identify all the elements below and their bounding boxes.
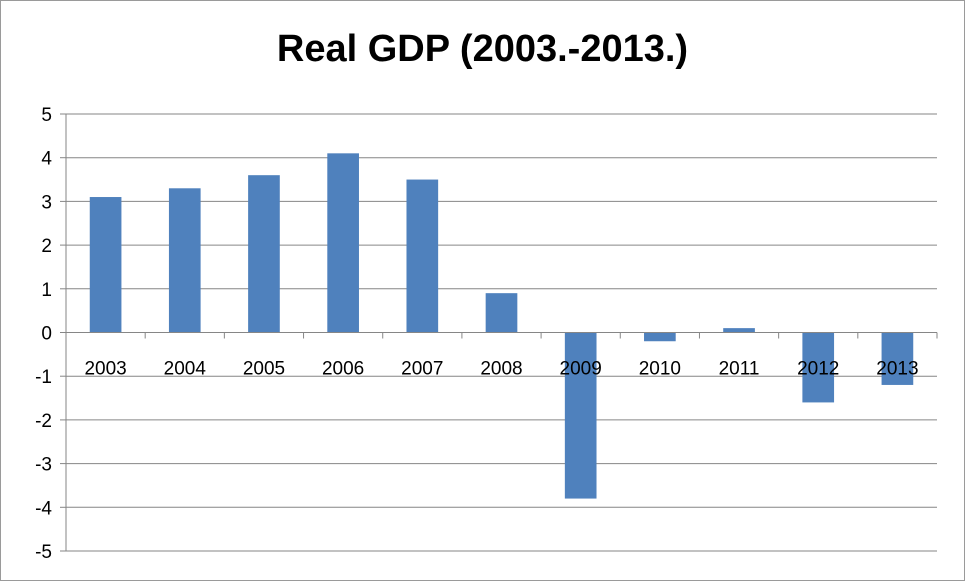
x-tick-label: 2003 <box>84 359 126 380</box>
y-tick-label: -5 <box>35 542 52 563</box>
x-tick-label: 2005 <box>243 359 285 380</box>
x-tick-label: 2010 <box>639 359 681 380</box>
y-tick-label: 4 <box>41 149 52 170</box>
x-tick-label: 2006 <box>322 359 364 380</box>
bar-2011 <box>723 328 755 333</box>
x-tick-label: 2011 <box>719 359 760 380</box>
bar-2006 <box>327 153 359 333</box>
y-tick-label: 1 <box>41 280 52 301</box>
y-tick-label: -3 <box>35 455 52 476</box>
y-tick-label: 3 <box>41 192 52 213</box>
bar-2008 <box>485 293 518 333</box>
bar-2012 <box>802 332 835 403</box>
x-tick-labels: 2003 2004 2005 2006 2007 2008 2009 2010 2011 2012… <box>84 359 918 380</box>
bar-2007 <box>406 179 439 333</box>
y-tick-label: -1 <box>35 367 52 388</box>
gridlines <box>66 113 937 552</box>
y-tick-label: 2 <box>41 236 52 257</box>
y-tick-label: 0 <box>41 324 52 345</box>
x-tick-label: 2012 <box>797 359 839 380</box>
bar-2010 <box>644 332 676 342</box>
x-tick-label: 2013 <box>876 359 918 380</box>
bar-2005 <box>248 175 280 333</box>
bar-2013 <box>881 332 914 385</box>
bar-2003 <box>89 197 122 333</box>
x-tick-label: 2008 <box>480 359 522 380</box>
y-tick-labels: 5 4 3 2 1 0 -1 -2 -3 -4 -5 <box>35 105 52 563</box>
x-tick-label: 2004 <box>164 359 207 380</box>
axes <box>60 113 938 552</box>
bar-2009 <box>564 332 597 499</box>
y-tick-label: 5 <box>41 105 52 126</box>
chart-title: Real GDP (2003.-2013.) <box>276 28 689 70</box>
y-tick-label: -4 <box>35 498 52 519</box>
x-tick-label: 2009 <box>560 359 602 380</box>
bar-2004 <box>168 188 201 333</box>
bars <box>89 153 914 499</box>
x-tick-label: 2007 <box>401 359 443 380</box>
y-tick-label: -2 <box>35 411 52 432</box>
